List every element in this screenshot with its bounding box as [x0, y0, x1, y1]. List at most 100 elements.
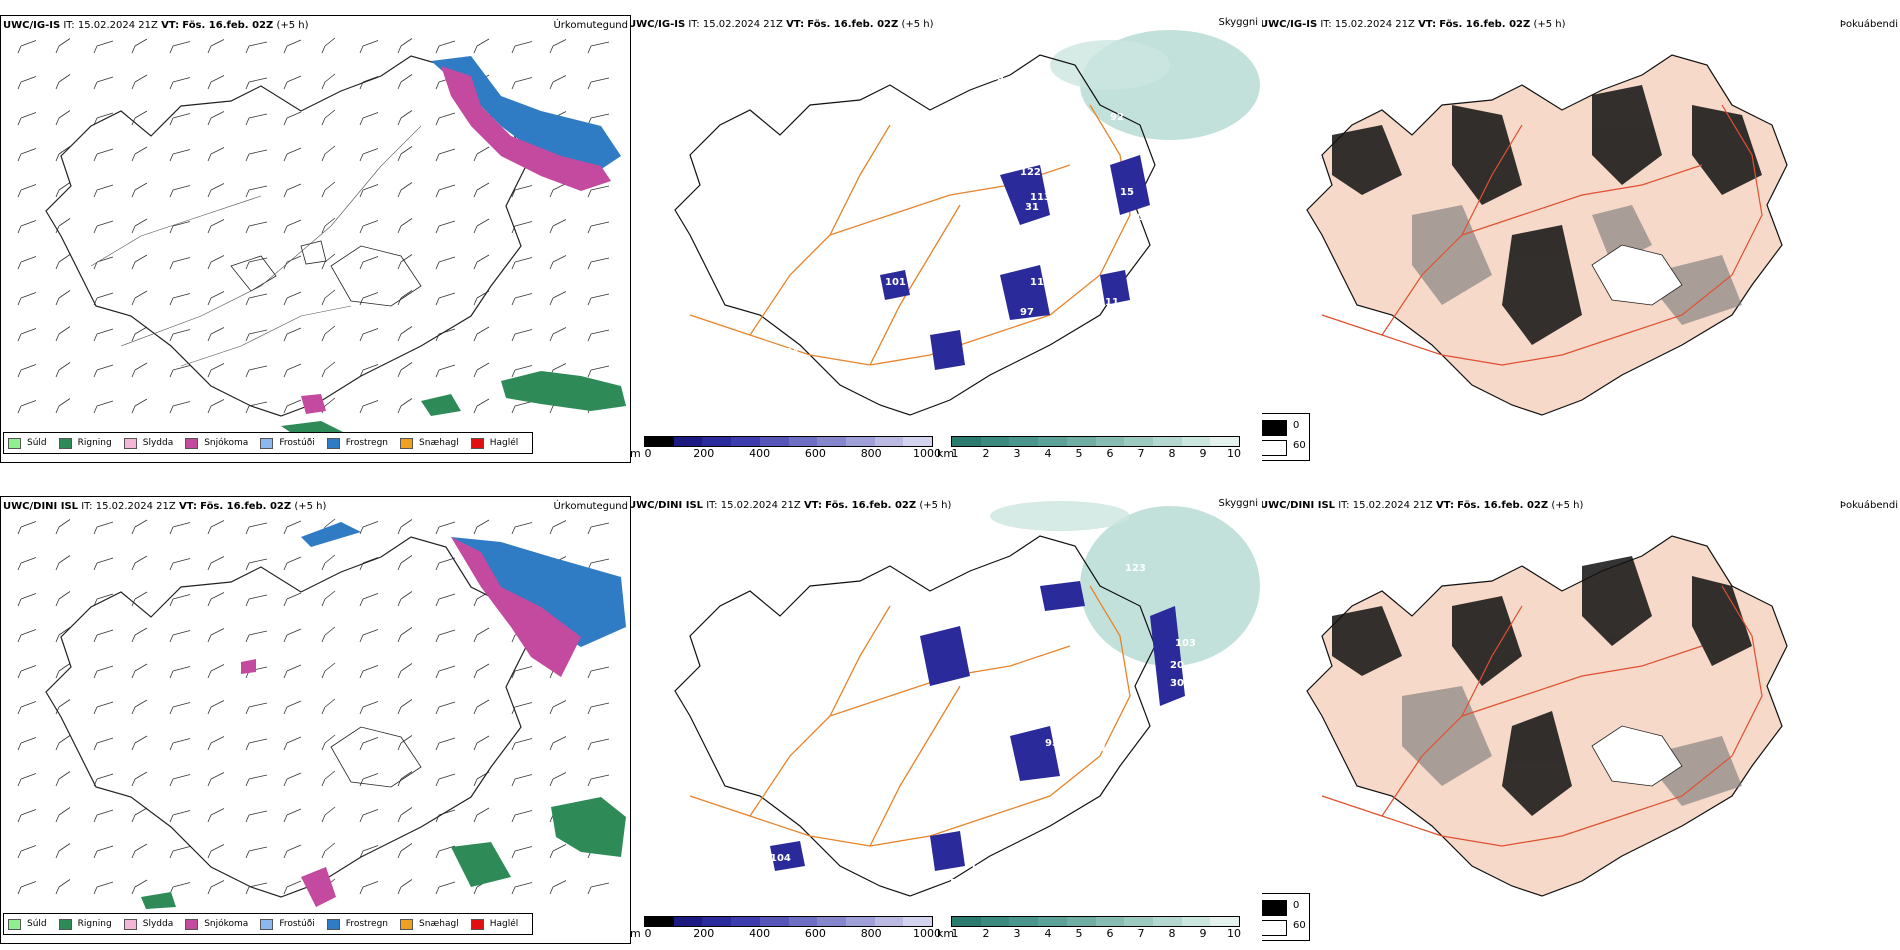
wind-barb — [93, 220, 114, 234]
panel-variable-name: Úrkomutegund — [553, 501, 628, 512]
wind-barb — [587, 522, 610, 535]
wind-barb — [587, 293, 610, 306]
wind-barb — [207, 291, 225, 306]
wind-barb — [93, 521, 114, 535]
wind-barb — [207, 664, 225, 679]
wind-barb — [321, 590, 336, 607]
fog-panel-2: UWC/DINI ISL IT: 15.02.2024 21Z VT: Fös.… — [1262, 496, 1900, 942]
colorbar-segment — [874, 437, 904, 446]
wind-barb — [245, 630, 268, 643]
panel-variable-name: Þokuábendi — [1839, 500, 1898, 511]
precip-area-frostregn — [431, 56, 621, 176]
wind-barb — [93, 701, 114, 715]
colorbar-segment — [759, 437, 789, 446]
wind-barb — [549, 291, 567, 306]
visibility-area — [1050, 40, 1170, 90]
cloud-base-label: 17 — [1050, 107, 1064, 118]
wind-barb — [397, 663, 413, 679]
fog-index-legend: 0 60 — [1262, 413, 1310, 461]
legend-item: Rigning — [58, 918, 112, 930]
cloud-panel-1: 23 30 17 92 122 113 15 103 31 20 101 115 97 11 156 154 2… — [630, 15, 1260, 461]
colorbar-segment — [1009, 917, 1039, 926]
precip-panel-1: UWC/IG-IS IT: 15.02.2024 21Z VT: Fös. 16… — [0, 15, 631, 463]
wind-barb — [169, 221, 191, 234]
wind-barb — [55, 663, 71, 679]
legend-swatch — [260, 437, 274, 449]
wind-barb — [587, 558, 610, 571]
wind-barb — [321, 217, 336, 234]
legend-item: Súld — [8, 437, 47, 449]
wind-barb — [549, 255, 567, 270]
wind-barb — [473, 218, 490, 234]
wind-barb — [549, 183, 567, 198]
wind-barb — [321, 361, 336, 378]
fog-legend-label: 0 — [1293, 900, 1300, 911]
legend-item: Haglél — [470, 437, 518, 449]
colorbar-tick-label: 7 — [1137, 927, 1145, 940]
precip-map-1 — [17, 37, 626, 446]
wind-barb — [359, 701, 379, 715]
wind-barb — [397, 254, 413, 270]
wind-barb — [131, 110, 148, 126]
wind-barb — [131, 807, 148, 823]
wind-barb — [397, 290, 413, 306]
wind-barb — [511, 257, 533, 270]
wind-barb — [321, 734, 336, 751]
wind-barb — [473, 699, 490, 715]
wind-barb — [283, 327, 302, 342]
colorbar-segment — [1152, 437, 1182, 446]
cloud-base-label: 144 — [1015, 643, 1036, 654]
wind-barb — [473, 519, 490, 535]
roads — [689, 104, 1131, 366]
wind-barb — [549, 844, 567, 859]
colorbar-segment — [952, 437, 981, 446]
wind-barb — [435, 292, 456, 306]
wind-barb — [93, 629, 114, 643]
wind-barb — [131, 290, 148, 306]
wind-barb — [397, 591, 413, 607]
legend-swatch — [400, 918, 414, 930]
wind-barb — [473, 362, 490, 378]
precip-area-rigning — [141, 797, 626, 909]
wind-barb — [131, 663, 148, 679]
wind-barb — [131, 326, 148, 342]
cloud-base-label: 113 — [1030, 192, 1051, 203]
wind-barb — [397, 699, 413, 715]
wind-barb — [245, 774, 268, 787]
wind-barb — [359, 148, 379, 162]
wind-barb — [283, 147, 302, 162]
wind-barb — [93, 328, 114, 342]
legend-item: Frostregn — [326, 437, 388, 449]
wind-barb — [93, 76, 114, 90]
wind-barb — [321, 325, 336, 342]
wind-barb — [245, 558, 268, 571]
colorbar-tick-label: 8 — [1168, 927, 1176, 940]
roads — [1321, 585, 1763, 847]
wind-barb — [549, 700, 567, 715]
wind-barb — [93, 773, 114, 787]
wind-barb — [473, 663, 490, 679]
wind-barb — [245, 882, 268, 895]
fog-index-legend: 0 60 — [1262, 893, 1310, 941]
precip-type-legend: Súld Rigning Slydda Snjókoma Frostúði Frostre… — [3, 432, 534, 454]
precip-area-snjokoma — [301, 66, 611, 414]
wind-barb — [511, 185, 533, 198]
colorbar-segment — [1124, 437, 1153, 446]
wind-barb — [207, 628, 225, 643]
wind-barb — [321, 145, 336, 162]
cloud-base-label: 92 — [1110, 112, 1124, 123]
colorbar-segment — [673, 917, 703, 926]
legend-label: Rigning — [77, 438, 112, 448]
wind-barb — [435, 629, 456, 643]
wind-barb — [359, 292, 379, 306]
legend-label: Frostregn — [345, 919, 389, 929]
colorbar-segment — [1066, 917, 1096, 926]
wind-barb — [245, 810, 268, 823]
wind-barb — [55, 290, 71, 306]
wind-barb — [397, 735, 413, 751]
iceland-coastline — [674, 54, 1156, 416]
legend-item: Snæhagl — [400, 918, 459, 930]
wind-barb — [321, 289, 336, 306]
fog-legend-swatch — [1262, 920, 1287, 936]
cloud-base-labels: 23 30 17 92 122 113 15 103 31 20 101 115 97 11 156 154 2… — [778, 72, 1151, 398]
